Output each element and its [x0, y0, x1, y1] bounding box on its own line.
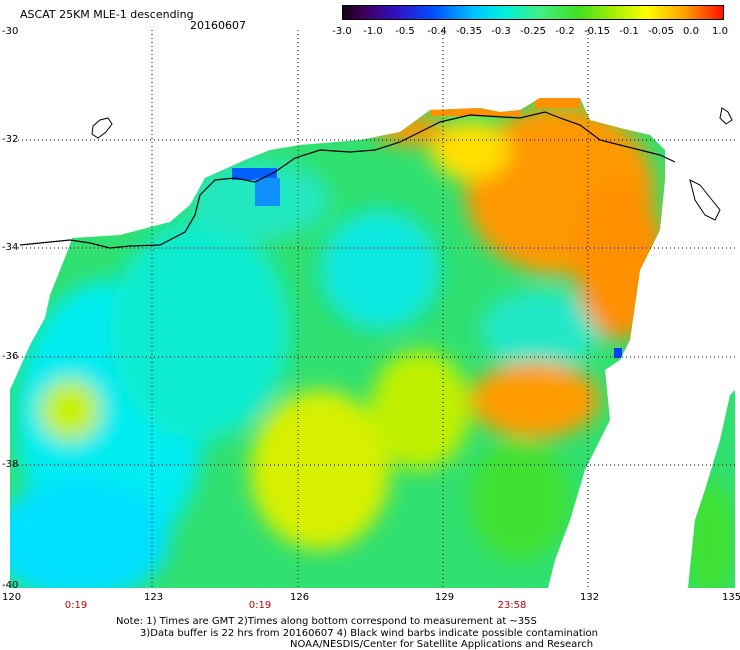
lat-label: -38: [2, 459, 19, 470]
lon-label: 135: [722, 592, 740, 603]
pass-time: 23:58: [497, 600, 527, 611]
product-date: 20160607: [190, 19, 246, 32]
blue-patch: [255, 178, 280, 206]
scale-label: -0.2: [555, 26, 575, 37]
yellow-patch: [76, 224, 116, 234]
blue-patch: [614, 348, 622, 358]
graticule: [10, 30, 735, 588]
lat-label: -34: [2, 242, 19, 253]
scale-label: -0.35: [456, 26, 482, 37]
product-title: ASCAT 25KM MLE-1 descending: [20, 8, 194, 21]
scale-label: 0.0: [683, 26, 699, 37]
lat-label: -40: [2, 580, 19, 591]
scale-label: -0.05: [648, 26, 674, 37]
scale-label: 1.0: [712, 26, 728, 37]
lon-label: 120: [2, 592, 22, 603]
scale-label: -0.3: [491, 26, 511, 37]
scale-label: -0.25: [520, 26, 546, 37]
lat-label: -36: [2, 351, 19, 362]
footnote-line: NOAA/NESDIS/Center for Satellite Applica…: [290, 639, 594, 650]
lat-label: -30: [2, 26, 19, 37]
scale-label: -0.1: [619, 26, 639, 37]
scale-label: -0.5: [395, 26, 415, 37]
island-outline: [719, 107, 733, 125]
footnote-line: 3)Data buffer is 22 hrs from 20160607 4)…: [140, 628, 598, 639]
pass-time: 0:19: [64, 600, 88, 611]
pass-time: 0:19: [248, 600, 272, 611]
lon-label: 126: [290, 592, 310, 603]
scale-label: -3.0: [332, 26, 352, 37]
island-outline: [91, 117, 113, 139]
scale-label: -0.4: [427, 26, 447, 37]
lon-label: 123: [144, 592, 164, 603]
coastline: [19, 111, 676, 249]
orange-patch: [535, 98, 580, 108]
color-scale-bar: [342, 5, 724, 20]
lon-label: 132: [580, 592, 600, 603]
scale-label: -0.15: [584, 26, 610, 37]
footnote-line: Note: 1) Times are GMT 2)Times along bot…: [116, 616, 537, 627]
lat-label: -32: [2, 134, 19, 145]
lon-label: 129: [435, 592, 455, 603]
island-outline: [689, 179, 721, 221]
scale-label: -1.0: [363, 26, 383, 37]
